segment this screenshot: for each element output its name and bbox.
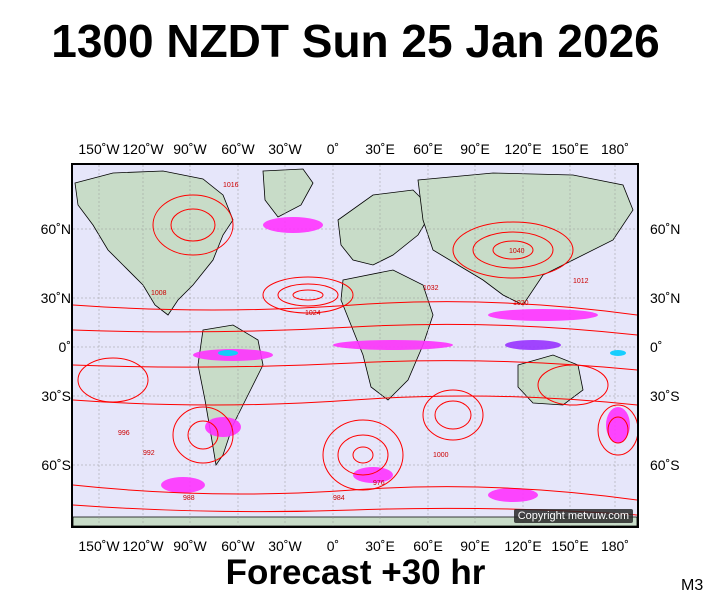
- europe: [337, 189, 434, 266]
- north-america: [74, 170, 234, 316]
- lon-tick-label: 90˚E: [460, 538, 490, 554]
- isobar-label: 1040: [509, 248, 525, 255]
- lon-tick-label: 0˚: [326, 538, 340, 554]
- lon-tick-label: 60˚E: [413, 141, 443, 157]
- map-title: 1300 NZDT Sun 25 Jan 2026: [51, 15, 660, 67]
- lat-tick-label: 60˚S: [41, 457, 71, 473]
- precipitation: [161, 217, 630, 502]
- lon-tick-label: 120˚W: [122, 538, 164, 554]
- lon-tick-label: 150˚W: [78, 141, 120, 157]
- lon-tick-label: 90˚E: [460, 141, 490, 157]
- lon-tick-label: 180˚: [600, 141, 630, 157]
- lon-tick-label: 0˚: [326, 141, 340, 157]
- isobar-label: 996: [118, 430, 130, 437]
- lon-tick-label: 60˚E: [413, 538, 443, 554]
- lon-tick-label: 120˚E: [504, 141, 542, 157]
- isobar-label: 1012: [573, 278, 589, 285]
- australia: [517, 354, 584, 406]
- isobar-label: 1016: [223, 182, 239, 189]
- lat-tick-label: 60˚N: [40, 221, 71, 237]
- lon-tick-label: 30˚W: [268, 538, 302, 554]
- lon-tick-label: 30˚E: [365, 538, 395, 554]
- lon-tick-label: 30˚W: [268, 141, 302, 157]
- lon-tick-label: 150˚E: [551, 141, 589, 157]
- lon-tick-label: 90˚W: [173, 538, 207, 554]
- lon-tick-label: 60˚W: [221, 141, 255, 157]
- lon-tick-label: 180˚: [600, 538, 630, 554]
- map-canvas: 1016 1008 1024 1032 1040 1000 992 984 97…: [73, 165, 637, 526]
- isobar-label: 1020: [513, 300, 529, 307]
- isobar-labels: 1016 1008 1024 1032 1040 1000 992 984 97…: [118, 182, 589, 502]
- lat-tick-label: 30˚N: [40, 290, 71, 306]
- copyright-notice: Copyright metvuw.com: [513, 509, 633, 523]
- lon-tick-label: 120˚W: [122, 141, 164, 157]
- isobar-label: 1024: [305, 310, 321, 317]
- model-code: M3: [681, 577, 704, 594]
- isobar-label: 1008: [151, 290, 167, 297]
- antarctica: [73, 516, 637, 526]
- weather-map: 1016 1008 1024 1032 1040 1000 992 984 97…: [71, 163, 639, 528]
- asia: [417, 172, 634, 306]
- isobars: [73, 194, 637, 516]
- lon-tick-label: 120˚E: [504, 538, 542, 554]
- isobar-label: 1032: [423, 285, 439, 292]
- isobar-label: 992: [143, 450, 155, 457]
- lat-tick-label: 0˚: [650, 339, 663, 355]
- lat-tick-label: 30˚S: [650, 388, 680, 404]
- isobar-label: 988: [183, 495, 195, 502]
- lon-tick-label: 150˚E: [551, 538, 589, 554]
- lat-tick-label: 60˚S: [650, 457, 680, 473]
- lat-tick-label: 30˚S: [41, 388, 71, 404]
- lon-tick-label: 90˚W: [173, 141, 207, 157]
- lon-tick-label: 60˚W: [221, 538, 255, 554]
- isobar-label: 984: [333, 495, 345, 502]
- lon-tick-label: 30˚E: [365, 141, 395, 157]
- forecast-label: Forecast +30 hr: [225, 553, 486, 592]
- lat-tick-label: 0˚: [58, 339, 71, 355]
- lat-tick-label: 60˚N: [650, 221, 681, 237]
- lon-tick-label: 150˚W: [78, 538, 120, 554]
- isobar-label: 1000: [433, 452, 449, 459]
- lat-tick-label: 30˚N: [650, 290, 681, 306]
- isobar-label: 976: [373, 480, 385, 487]
- greenland: [262, 168, 314, 218]
